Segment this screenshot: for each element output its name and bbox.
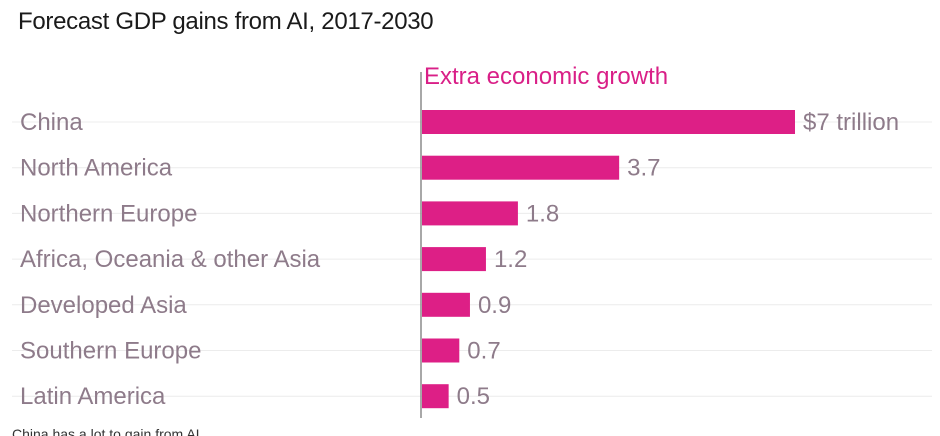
value-label: 0.7: [467, 338, 500, 365]
category-label: China: [20, 109, 83, 136]
bar: [422, 384, 449, 409]
bar: [422, 110, 795, 134]
bar: [422, 201, 518, 226]
category-label: Africa, Oceania & other Asia: [20, 246, 321, 273]
bar: [422, 292, 470, 317]
value-label: 1.8: [526, 200, 559, 227]
category-label: North America: [20, 155, 173, 182]
category-label: Northern Europe: [20, 200, 197, 227]
value-label: 3.7: [627, 155, 660, 182]
value-label: 0.9: [478, 292, 511, 319]
value-label: 1.2: [494, 246, 527, 273]
series-header-label: Extra economic growth: [424, 63, 668, 90]
bar: [422, 247, 486, 272]
value-label: $7 trillion: [803, 109, 899, 136]
category-label: Developed Asia: [20, 292, 187, 319]
bar: [422, 338, 460, 363]
category-label: Southern Europe: [20, 338, 201, 365]
value-label: 0.5: [457, 383, 490, 410]
category-label: Latin America: [20, 383, 166, 410]
chart-footer: China has a lot to gain from AI: [12, 428, 200, 436]
bar: [422, 155, 620, 180]
chart-title: Forecast GDP gains from AI, 2017-2030: [18, 8, 434, 35]
